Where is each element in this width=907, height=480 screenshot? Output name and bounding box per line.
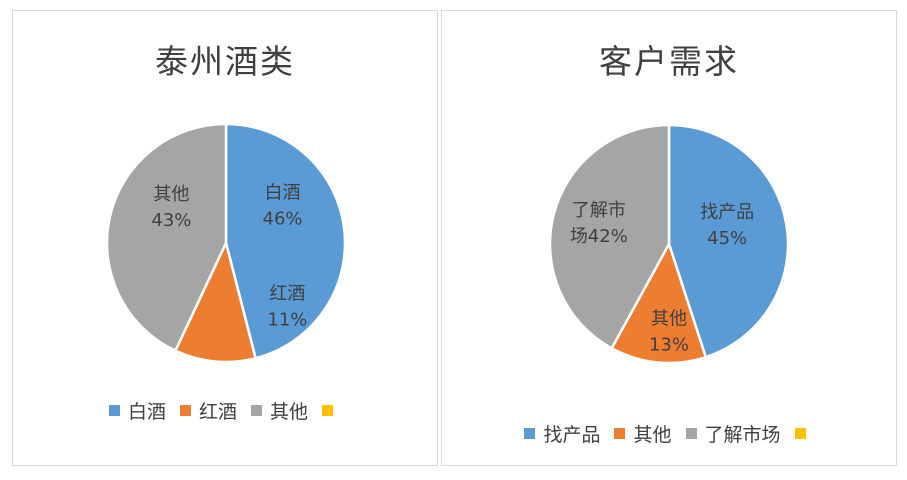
legend-label: 找产品 — [543, 424, 601, 446]
legend-label: 红酒 — [198, 401, 237, 423]
data-label-name: 找产品 — [700, 202, 754, 223]
legend-swatch — [251, 405, 262, 416]
data-label-1: 找产品 45% — [700, 202, 754, 249]
legend-swatch — [108, 405, 120, 416]
data-label-percent: 46% — [263, 208, 303, 229]
data-label-3: 其他 43% — [151, 184, 191, 231]
legend-label: 了解市场 — [704, 424, 781, 446]
legend-label: 白酒 — [127, 401, 166, 423]
legend-swatch — [614, 428, 626, 439]
data-label-percent: 11% — [267, 309, 307, 330]
legend-swatch — [524, 428, 536, 439]
legend-item-3: 了解市场 — [685, 420, 781, 447]
chart-title: 客户需求 — [599, 42, 739, 81]
chart-legend: 找产品 其他 了解市场 — [442, 420, 896, 447]
chart-panel-wine: 泰州酒类 白酒 46% 红酒 11% 其他 43% 白酒 红酒 其他 — [12, 10, 438, 466]
data-label-name: 其他 — [651, 309, 687, 330]
chart-legend: 白酒 红酒 其他 — [13, 397, 437, 424]
data-label-1: 白酒 46% — [263, 182, 303, 229]
data-label-percent: 13% — [649, 335, 689, 356]
pie-slice-1 — [224, 122, 347, 360]
legend-item-1: 白酒 — [108, 397, 166, 424]
legend-item-2: 其他 — [614, 420, 672, 447]
legend-item-4 — [322, 405, 341, 416]
legend-swatch — [322, 405, 334, 416]
pie-slice-2 — [173, 239, 258, 364]
data-label-2: 其他 13% — [649, 309, 689, 356]
data-label-name: 红酒 — [269, 283, 305, 304]
legend-label: 其他 — [270, 401, 309, 423]
legend-item-4 — [794, 428, 814, 439]
legend-item-2: 红酒 — [179, 397, 237, 424]
chart-panel-demand: 客户需求 找产品 45% 其他 13% 了解市 场42% 找产品 其他 了解市场 — [441, 10, 897, 466]
legend-swatch — [179, 405, 191, 416]
data-label-percent: 场42% — [570, 226, 628, 247]
pie-slice-3 — [548, 123, 671, 350]
legend-label: 其他 — [633, 424, 672, 446]
data-label-percent: 43% — [151, 210, 191, 231]
data-label-name: 白酒 — [265, 182, 301, 203]
chart-title: 泰州酒类 — [155, 42, 295, 81]
data-label-name: 了解市 — [572, 200, 626, 221]
legend-swatch — [794, 428, 806, 439]
pie-slice-2 — [609, 240, 708, 365]
pie-slice-3 — [105, 122, 228, 353]
data-label-2: 红酒 11% — [267, 283, 307, 330]
pie-slice-1 — [667, 123, 790, 359]
data-label-percent: 45% — [707, 228, 747, 249]
pie-chart-wine: 白酒 46% 红酒 11% 其他 43% — [105, 122, 347, 364]
legend-swatch — [685, 428, 697, 439]
data-label-name: 其他 — [153, 184, 189, 205]
legend-item-1: 找产品 — [524, 420, 600, 447]
legend-item-3: 其他 — [251, 397, 308, 424]
